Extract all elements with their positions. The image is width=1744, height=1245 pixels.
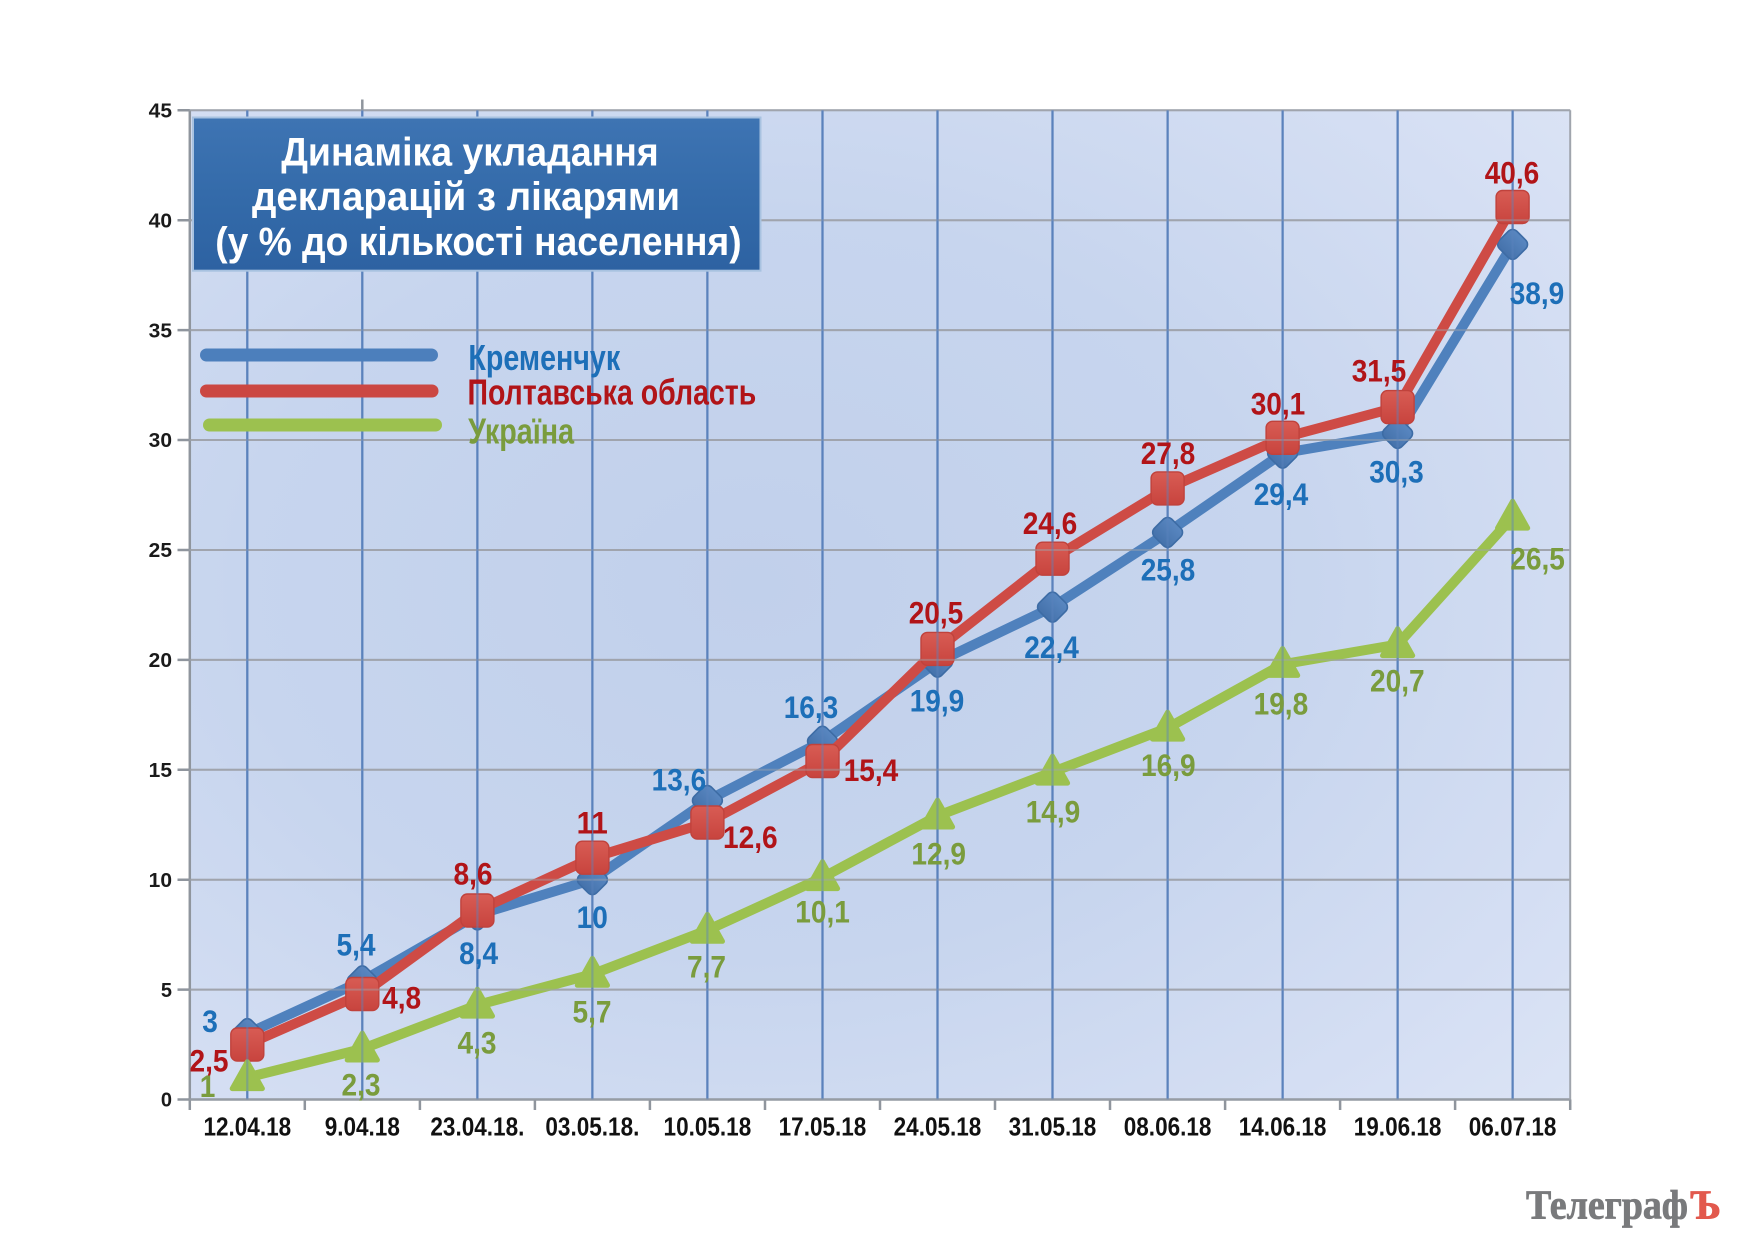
svg-text:35: 35 [149,320,172,342]
svg-text:19,9: 19,9 [910,682,965,718]
svg-text:10,1: 10,1 [795,894,850,930]
svg-text:12.04.18: 12.04.18 [203,1112,291,1142]
svg-text:Динаміка укладання: Динаміка укладання [281,131,659,175]
svg-text:(у % до кількості населення): (у % до кількості населення) [215,220,741,264]
svg-text:Україна: Україна [468,410,575,451]
svg-text:30: 30 [149,430,172,452]
svg-text:30,1: 30,1 [1251,385,1306,421]
svg-text:40: 40 [149,210,172,232]
svg-text:9.04.18: 9.04.18 [325,1112,400,1142]
svg-text:40,6: 40,6 [1485,154,1540,190]
svg-text:03.05.18.: 03.05.18. [545,1112,639,1142]
svg-text:12,9: 12,9 [911,836,966,872]
svg-text:8,6: 8,6 [454,855,493,891]
svg-text:1: 1 [200,1068,216,1104]
svg-text:15,4: 15,4 [844,752,899,788]
svg-text:24.05.18: 24.05.18 [894,1112,982,1142]
svg-text:20,7: 20,7 [1370,663,1425,699]
svg-text:5,4: 5,4 [337,926,376,962]
svg-text:10: 10 [149,870,172,892]
svg-text:29,4: 29,4 [1254,476,1309,512]
svg-text:0: 0 [161,1090,172,1112]
svg-text:4,8: 4,8 [382,979,421,1015]
svg-text:8,4: 8,4 [459,935,498,971]
svg-text:45: 45 [149,101,172,123]
svg-text:14,9: 14,9 [1026,794,1081,830]
svg-text:08.06.18: 08.06.18 [1124,1112,1212,1142]
svg-text:19,8: 19,8 [1254,686,1309,722]
svg-text:13,6: 13,6 [652,762,707,798]
svg-text:15: 15 [149,760,172,782]
svg-text:5,7: 5,7 [573,993,612,1029]
svg-text:25: 25 [149,540,172,562]
svg-text:38,9: 38,9 [1510,275,1565,311]
svg-text:30,3: 30,3 [1369,454,1424,490]
svg-text:2,5: 2,5 [190,1042,229,1078]
svg-text:17.05.18: 17.05.18 [779,1112,867,1142]
svg-text:19.06.18: 19.06.18 [1354,1112,1442,1142]
svg-text:7,7: 7,7 [687,949,726,985]
svg-text:10: 10 [577,899,608,935]
svg-text:12,6: 12,6 [723,819,778,855]
svg-text:Телеграф: Телеграф [1526,1181,1688,1227]
svg-text:3: 3 [202,1003,218,1039]
svg-text:5: 5 [161,980,172,1002]
svg-text:23.04.18.: 23.04.18. [430,1112,524,1142]
svg-text:16,3: 16,3 [784,689,839,725]
svg-text:26,5: 26,5 [1510,541,1565,577]
svg-text:Кременчук: Кременчук [468,337,621,378]
svg-text:24,6: 24,6 [1023,505,1078,541]
svg-text:06.07.18: 06.07.18 [1469,1112,1557,1142]
svg-text:20: 20 [149,650,172,672]
svg-text:11: 11 [577,804,608,840]
svg-text:16,9: 16,9 [1141,747,1196,783]
svg-text:25,8: 25,8 [1141,551,1196,587]
svg-text:декларацій з лікарями: декларацій з лікарями [252,175,680,219]
svg-text:31,5: 31,5 [1352,352,1407,388]
svg-text:31.05.18: 31.05.18 [1009,1112,1097,1142]
svg-text:2,3: 2,3 [342,1066,381,1102]
svg-text:Полтавська область: Полтавська область [468,372,757,413]
svg-text:10.05.18: 10.05.18 [664,1112,752,1142]
svg-text:14.06.18: 14.06.18 [1239,1112,1327,1142]
svg-text:22,4: 22,4 [1024,629,1079,665]
svg-text:20,5: 20,5 [909,595,964,631]
svg-text:Ъ: Ъ [1690,1181,1721,1227]
svg-text:27,8: 27,8 [1141,435,1196,471]
svg-text:4,3: 4,3 [458,1024,497,1060]
